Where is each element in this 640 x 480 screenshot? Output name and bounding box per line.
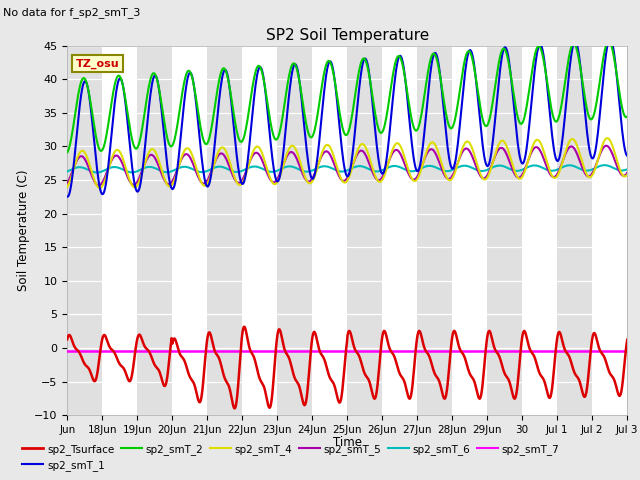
sp2_Tsurface [282,350,290,356]
Line: sp2_smT_4: sp2_smT_4 [67,138,627,188]
sp2_smT_4 [130,184,138,190]
sp2_smT_2 [281,99,289,105]
sp2_smT_2 [436,74,444,80]
sp2_smT_6 [623,167,631,172]
sp2_smT_2 [605,38,612,44]
sp2_smT_5 [406,173,413,179]
Bar [137,46,172,415]
sp2_smT_7 [260,348,268,354]
Line: sp2_Tsurface: sp2_Tsurface [67,327,627,408]
sp2_smT_2 [623,114,631,120]
sp2_smT_4 [260,157,268,163]
sp2_smT_6 [130,169,138,175]
sp2_smT_4 [604,135,611,141]
Line: sp2_smT_2: sp2_smT_2 [67,41,627,153]
sp2_smT_2 [129,140,137,145]
Bar [207,46,242,415]
sp2_smT_7 [405,348,413,354]
Bar [67,46,102,415]
sp2_smT_1 [260,75,268,81]
sp2_smT_6 [93,169,101,175]
sp2_Tsurface [406,395,414,401]
sp2_smT_5 [437,164,445,170]
sp2_smT_4 [406,171,413,177]
sp2_smT_6 [260,167,268,173]
X-axis label: Time: Time [333,436,362,449]
sp2_smT_5 [260,163,268,168]
sp2_Tsurface [129,366,137,372]
Bar [277,46,312,415]
sp2_smT_2 [405,100,413,106]
sp2_smT_4 [437,158,445,164]
sp2_smT_1 [129,170,137,176]
sp2_smT_5 [282,156,289,162]
sp2_smT_5 [233,179,241,185]
sp2_Tsurface [240,324,248,330]
sp2_smT_1 [436,73,444,79]
sp2_smT_6 [406,168,413,174]
Legend: sp2_Tsurface, sp2_smT_1, sp2_smT_2, sp2_smT_4, sp2_smT_5, sp2_smT_6, sp2_smT_7: sp2_Tsurface, sp2_smT_1, sp2_smT_2, sp2_… [18,439,564,475]
Bar [417,46,452,415]
sp2_Tsurface [623,337,631,343]
Line: sp2_smT_5: sp2_smT_5 [67,146,627,185]
Y-axis label: Soil Temperature (C): Soil Temperature (C) [17,169,30,291]
sp2_smT_6 [233,169,241,175]
sp2_smT_1 [623,153,631,159]
sp2_smT_5 [63,180,71,186]
sp2_smT_1 [232,144,240,150]
sp2_smT_7 [63,348,71,354]
sp2_smT_1 [607,36,614,42]
sp2_smT_5 [95,182,102,188]
sp2_smT_4 [282,156,289,161]
sp2_smT_4 [96,185,104,191]
sp2_smT_6 [601,162,609,168]
sp2_Tsurface [230,406,238,411]
sp2_smT_1 [281,136,289,142]
Bar [557,46,592,415]
sp2_smT_6 [437,167,445,173]
sp2_smT_7 [129,348,137,354]
sp2_smT_6 [63,168,71,174]
sp2_smT_5 [130,182,138,188]
Text: TZ_osu: TZ_osu [76,59,119,69]
sp2_smT_2 [63,150,71,156]
Bar [627,46,640,415]
sp2_smT_7 [281,348,289,354]
sp2_smT_5 [602,143,610,149]
sp2_Tsurface [261,388,269,394]
sp2_smT_2 [260,76,268,82]
sp2_smT_4 [233,179,241,185]
sp2_smT_2 [232,124,240,130]
sp2_smT_5 [623,170,631,176]
sp2_smT_1 [63,194,71,200]
sp2_Tsurface [438,388,445,394]
sp2_smT_4 [63,184,71,190]
Line: sp2_smT_6: sp2_smT_6 [67,165,627,172]
sp2_smT_7 [623,348,631,354]
sp2_smT_6 [282,164,289,170]
sp2_smT_4 [623,172,631,178]
sp2_Tsurface [63,336,71,342]
sp2_smT_7 [232,348,240,354]
sp2_Tsurface [233,398,241,404]
Title: SP2 Soil Temperature: SP2 Soil Temperature [266,28,429,43]
sp2_smT_1 [405,111,413,117]
sp2_smT_7 [436,348,444,354]
Text: No data for f_sp2_smT_3: No data for f_sp2_smT_3 [3,7,141,18]
Bar [347,46,382,415]
Bar [487,46,522,415]
Line: sp2_smT_1: sp2_smT_1 [67,39,627,197]
